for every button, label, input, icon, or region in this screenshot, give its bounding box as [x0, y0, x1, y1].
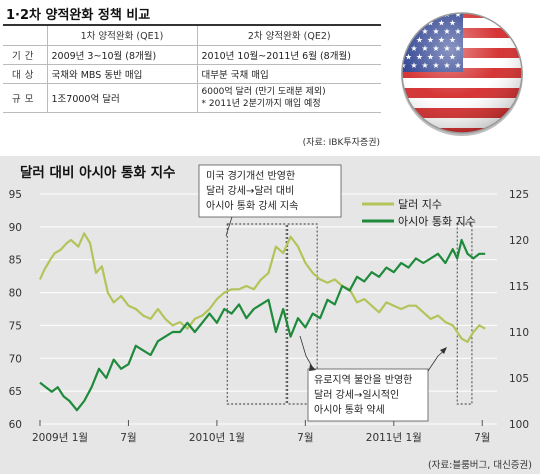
table-row: 규모 1조7000억 달러 6000억 달러 (만기 도래분 제외) * 201… — [3, 83, 381, 113]
x-tick-label: 2011년 1월 — [366, 432, 422, 444]
highlight-box — [226, 223, 287, 405]
annotation-top-line3: 아시아 통화 강세 지속 — [206, 200, 298, 212]
star-icon: ★ — [399, 10, 406, 19]
star-icon: ★ — [410, 10, 417, 19]
annotation-bottom-line1: 유로지역 불안을 반영한 — [314, 374, 412, 386]
table-source: (자료: IBK투자증권) — [302, 138, 380, 148]
left-tick-label: 85 — [9, 255, 22, 267]
col-header-qe1: 1차 양적완화 (QE1) — [46, 24, 197, 46]
legend: 달러 지수 아시아 통화 지수 — [362, 198, 476, 228]
annotation-bottom-line2: 달러 강세→일시적인 — [314, 389, 399, 401]
x-tick-label: 2009년 1월 — [32, 432, 88, 444]
highlight-box — [456, 223, 473, 405]
legend-label-asia: 아시아 통화 지수 — [398, 215, 476, 228]
left-axis: 60 65 70 75 80 85 90 95 — [9, 189, 22, 431]
table-row: 대상 국채와 MBS 동반 매입 대부분 국채 매입 — [3, 64, 381, 84]
col-header-qe2: 2차 양적완화 (QE2) — [196, 24, 381, 46]
series-line-asia-index — [39, 238, 486, 412]
legend-label-dollar: 달러 지수 — [398, 198, 442, 211]
left-tick-label: 80 — [9, 288, 22, 300]
star-icon: ★ — [399, 27, 406, 36]
annotation-top-line1: 미국 경기개선 반영한 — [206, 169, 295, 182]
cell-qe1: 1조7000억 달러 — [46, 83, 197, 113]
row-label: 기간 — [3, 45, 47, 65]
row-label: 규모 — [3, 83, 47, 113]
table-title: 1·2차 양적완화 정책 비교 — [6, 8, 151, 23]
cell-qe1: 2009년 3~10월 (8개월) — [46, 45, 197, 65]
right-tick-label: 100 — [509, 419, 529, 431]
x-tick-label: 7월 — [120, 432, 136, 444]
qe-comparison-table: 1차 양적완화 (QE1) 2차 양적완화 (QE2) 기간 2009년 3~1… — [3, 24, 381, 113]
x-tick-label: 7월 — [474, 432, 490, 444]
right-tick-label: 120 — [509, 235, 529, 247]
right-tick-label: 115 — [509, 281, 529, 293]
chart-source: (자료:블룸버그, 대신증권) — [428, 459, 532, 471]
star-icon: ★ — [416, 19, 423, 28]
series-line-dollar-index — [38, 232, 486, 343]
left-tick-label: 95 — [9, 189, 22, 201]
table-header-row: 1차 양적완화 (QE1) 2차 양적완화 (QE2) — [3, 24, 381, 46]
left-tick-label: 60 — [9, 419, 22, 431]
arrow-icon — [440, 347, 447, 354]
cell-qe2-line1: 6000억 달러 (만기 도래분 제외) — [201, 86, 326, 97]
table-row: 기간 2009년 3~10월 (8개월) 2010년 10월~2011년 6월 … — [3, 45, 381, 65]
arrow-icon — [309, 364, 316, 371]
row-label: 대상 — [3, 64, 47, 84]
cell-qe1: 국채와 MBS 동반 매입 — [46, 64, 197, 84]
left-tick-label: 65 — [9, 386, 22, 398]
annotation-bottom-line3: 아시아 통화 약세 — [314, 404, 385, 416]
right-tick-label: 110 — [509, 327, 529, 339]
annotation-bottom-pointer-left — [299, 335, 315, 371]
star-icon: ★ — [421, 10, 428, 19]
star-icon: ★ — [405, 19, 412, 28]
annotation-bottom: 유로지역 불안을 반영한 달러 강세→일시적인 아시아 통화 약세 — [307, 368, 429, 422]
series-lines — [38, 232, 486, 412]
cell-qe2-line2: * 2011년 2분기까지 매입 예정 — [201, 98, 321, 109]
us-flag-icon: ★★★★★★★★★★★★★★★★★★★★★★★★★★★★★★★★★★★★★★★ — [399, 10, 523, 136]
right-axis: 100 105 110 115 120 125 — [509, 189, 529, 431]
annotation-top: 미국 경기개선 반영한 달러 강세→달러 대비 아시아 통화 강세 지속 — [198, 164, 342, 218]
left-tick-label: 70 — [9, 353, 22, 365]
table-corner — [3, 24, 47, 46]
highlight-boxes — [226, 223, 473, 405]
cell-qe2: 2010년 10월~2011년 6월 (8개월) — [196, 45, 381, 65]
cell-qe2: 대부분 국채 매입 — [196, 64, 381, 84]
cell-qe2: 6000억 달러 (만기 도래분 제외) * 2011년 2분기까지 매입 예정 — [196, 83, 381, 113]
x-tick-label: 7월 — [297, 432, 313, 444]
x-axis: 2009년 1월 7월 2010년 1월 7월 2011년 1월 7월 — [32, 420, 490, 444]
left-tick-label: 90 — [9, 222, 22, 234]
left-tick-label: 75 — [9, 320, 22, 332]
gridlines — [40, 193, 497, 425]
highlight-box — [287, 223, 318, 405]
x-tick-label: 2010년 1월 — [189, 432, 245, 444]
chart-title: 달러 대비 아시아 통화 지수 — [20, 164, 175, 181]
right-tick-label: 125 — [509, 189, 529, 201]
annotation-top-line2: 달러 강세→달러 대비 — [206, 185, 294, 197]
right-tick-label: 105 — [509, 373, 529, 385]
annotation-top-pointer — [225, 216, 233, 237]
